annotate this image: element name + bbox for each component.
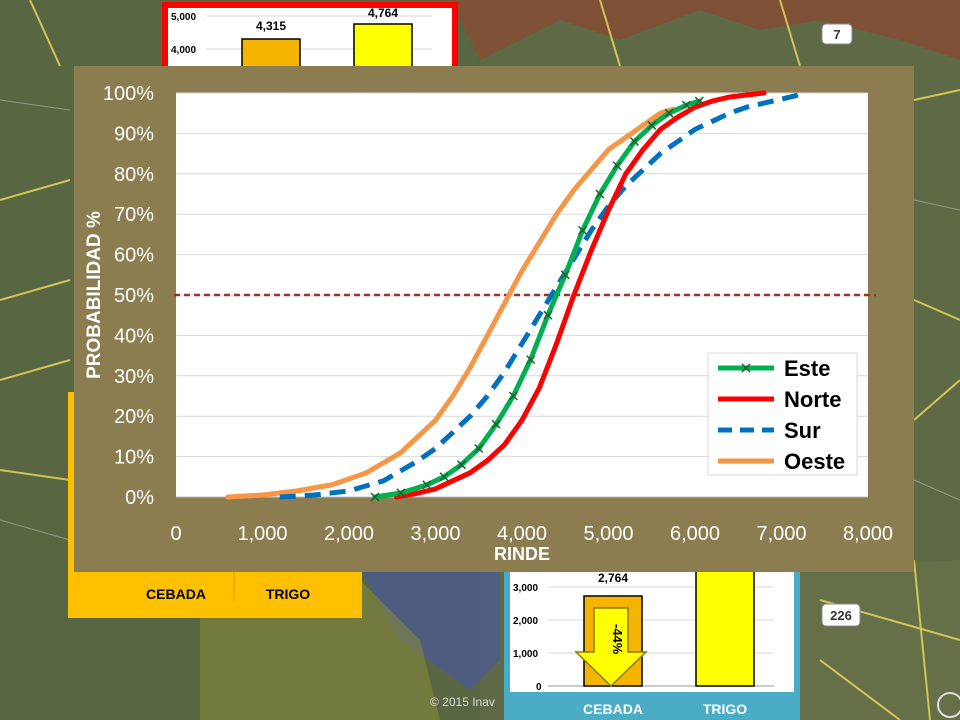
down-arrow-icon [574,607,648,688]
mini-bottom-category-cebada: CEBADA [583,701,643,717]
x-tick-label: 2,000 [324,523,374,545]
y-tick-label: 20% [114,406,154,428]
x-tick-label: 6,000 [670,523,720,545]
mini-bottom-ytick-3000: 3,000 [513,583,538,594]
road-badge-7-label: 7 [833,27,840,42]
series-lines [225,90,800,502]
mini-top-bar-trigo [353,23,413,66]
series-point-este [560,270,570,280]
map-copyright: © 2015 Inav [430,695,495,709]
mini-top-value-cebada: 4,315 [256,19,286,33]
cdf-chart-panel: 0% 10% 20% 30% 40% 50% 60% 70% 80% 90% 100% 0 1,000… [74,66,914,572]
series-point-este [439,472,449,482]
legend-label-este: Este [784,356,830,381]
mini-chart-bottom: 3,000 2,000 1,000 0 2,764 -44% CEBADA TR… [504,566,800,720]
cdf-chart: 0% 10% 20% 30% 40% 50% 60% 70% 80% 90% 100% 0 1,000… [84,83,893,564]
y-tick-label: 100% [103,83,154,105]
x-tick-label: 4,000 [497,523,547,545]
mini-bottom-value-cebada: 2,764 [598,571,628,585]
series-point-este [491,419,501,429]
y-tick-label: 50% [114,285,154,307]
y-axis-ticks: 0% 10% 20% 30% 40% 50% 60% 70% 80% 90% 100% [103,83,154,509]
series-point-este [694,96,704,106]
mini-left-category-cebada: CEBADA [146,586,206,602]
legend: Este Norte Sur Oeste [707,352,858,476]
mini-top-value-trigo: 4,764 [368,6,398,20]
y-axis-label: PROBABILIDAD % [84,211,105,379]
series-point-este [647,120,657,130]
series-point-este [595,189,605,199]
map-region-brown [450,0,960,60]
map-boundaries [0,99,960,541]
legend-label-sur: Sur [784,418,821,443]
x-tick-label: 0 [170,523,181,545]
series-point-este [456,460,466,470]
series-point-este [370,492,380,502]
y-tick-label: 0% [125,487,154,509]
x-tick-label: 7,000 [756,523,806,545]
series-point-este [474,443,484,454]
y-tick-label: 10% [114,447,154,469]
mini-top-ytick-5000: 5,000 [171,12,196,23]
map-region-blue [360,570,500,690]
x-tick-label: 1,000 [237,523,287,545]
legend-marker-icon [741,363,751,373]
series-point-este [681,100,691,110]
mini-bottom-ytick-1000: 1,000 [513,649,538,660]
x-axis-label: RINDE [494,544,550,564]
y-tick-label: 30% [114,366,154,388]
series-point-este [526,355,536,365]
y-tick-label: 80% [114,164,154,186]
series-line-oeste [225,106,676,500]
series-point-este [612,161,622,171]
mini-left-category-trigo: TRIGO [266,586,310,602]
road-badge-226-label: 226 [830,608,852,623]
series-point-este [664,108,674,118]
mini-bottom-bar-trigo [695,566,755,687]
road-badge-226[interactable]: 226 [821,603,861,627]
map-region-teal-edge [800,560,960,720]
x-axis-ticks: 0 1,000 2,000 3,000 4,000 5,000 6,000 7,000 8,00… [170,523,893,545]
x-tick-label: 8,000 [843,523,893,545]
mini-bottom-ytick-2000: 2,000 [513,616,538,627]
series-point-este [578,225,588,235]
mini-chart-top: 5,000 4,000 4,315 4,764 [162,2,458,66]
y-tick-label: 60% [114,245,154,267]
mini-top-bar-cebada [241,38,301,66]
series-point-este [629,136,639,147]
series-point-este [396,488,406,498]
mini-bottom-ytick-0: 0 [536,682,542,693]
x-tick-label: 3,000 [410,523,460,545]
y-tick-label: 40% [114,325,154,347]
y-tick-label: 70% [114,204,154,226]
series-line-norte [394,90,767,500]
series-point-este [508,391,518,401]
mini-bottom-arrow-label: -44% [610,624,625,655]
x-tick-label: 5,000 [583,523,633,545]
y-tick-label: 90% [114,123,154,145]
series-point-este [543,310,553,320]
mini-top-ytick-4000: 4,000 [171,45,196,56]
road-badge-7[interactable]: 7 [821,23,853,45]
map-compass-icon[interactable] [937,692,960,718]
series-point-este [422,480,432,490]
legend-label-oeste: Oeste [784,449,845,474]
mini-bottom-category-trigo: TRIGO [703,701,747,717]
legend-label-norte: Norte [784,387,841,412]
